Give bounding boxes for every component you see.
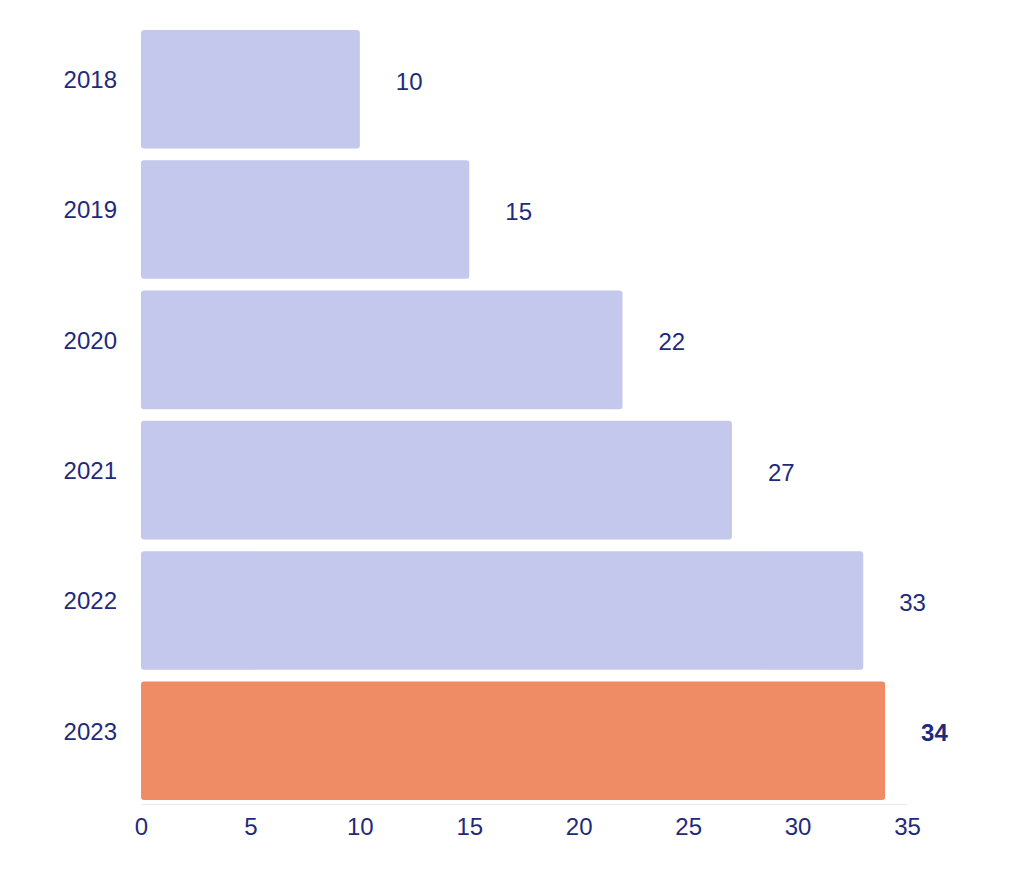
y-tick: 2019 <box>64 196 117 223</box>
y-tick: 2020 <box>64 327 117 354</box>
data-label: 34 <box>921 719 948 746</box>
x-tick-label: 0 <box>135 813 148 840</box>
y-tick-label: 2019 <box>64 196 117 223</box>
y-axis: 2018 2019 2020 2021 2022 2023 <box>64 66 117 745</box>
x-tick-label: 30 <box>785 813 812 840</box>
bar <box>141 30 360 149</box>
y-tick-label: 2021 <box>64 457 117 484</box>
y-tick: 2018 <box>64 66 117 93</box>
data-label: 10 <box>396 68 423 95</box>
y-tick-label: 2022 <box>64 587 117 614</box>
chart-container: 1015222733340510152025303520182019202020… <box>0 0 1024 877</box>
data-labels: 10 15 22 27 33 34 <box>396 68 949 747</box>
x-tick: 20 <box>566 804 593 840</box>
data-label: 33 <box>899 589 926 616</box>
y-tick-label: 2018 <box>64 66 117 93</box>
bar <box>141 551 863 670</box>
x-tick-label: 5 <box>244 813 257 840</box>
x-tick: 5 <box>244 804 257 840</box>
y-tick: 2021 <box>64 457 117 484</box>
data-label: 27 <box>768 459 795 486</box>
bar <box>141 291 622 410</box>
bar <box>141 160 469 279</box>
y-tick-label: 2023 <box>64 718 117 745</box>
x-tick: 10 <box>347 804 374 840</box>
x-tick: 15 <box>456 804 483 840</box>
bar <box>141 421 732 540</box>
y-tick-label: 2020 <box>64 327 117 354</box>
bars <box>141 30 885 800</box>
chart-svg: 1015222733340510152025303520182019202020… <box>0 0 1024 877</box>
x-tick-label: 35 <box>894 813 921 840</box>
y-tick: 2023 <box>64 718 117 745</box>
x-axis: 0 5 10 15 20 25 30 35 <box>135 804 921 840</box>
bar <box>141 682 885 801</box>
data-label: 22 <box>658 328 685 355</box>
x-tick-label: 15 <box>456 813 483 840</box>
data-label: 15 <box>505 198 532 225</box>
x-tick: 0 <box>135 804 148 840</box>
x-tick: 35 <box>894 804 921 840</box>
x-tick: 25 <box>675 804 702 840</box>
x-tick: 30 <box>785 804 812 840</box>
x-axis-line <box>142 804 908 805</box>
x-tick-label: 25 <box>675 813 702 840</box>
x-tick-label: 20 <box>566 813 593 840</box>
x-tick-label: 10 <box>347 813 374 840</box>
y-tick: 2022 <box>64 587 117 614</box>
